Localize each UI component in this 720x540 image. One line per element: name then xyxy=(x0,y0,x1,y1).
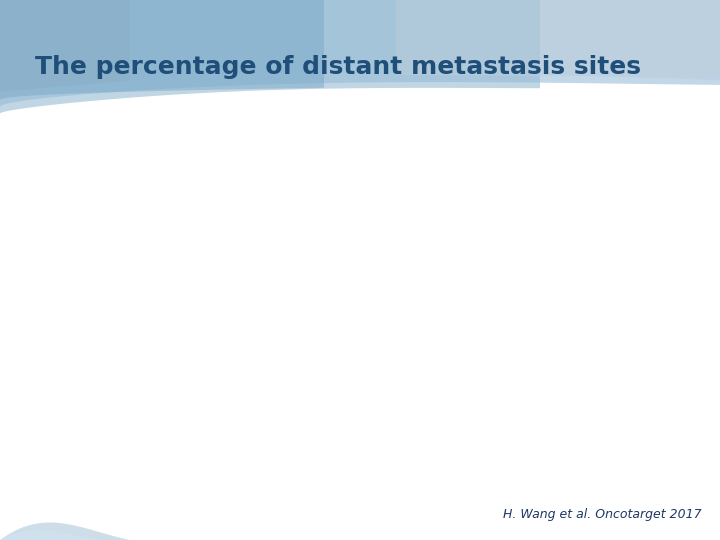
Text: The percentage of distant metastasis sites: The percentage of distant metastasis sit… xyxy=(35,55,642,79)
Polygon shape xyxy=(396,0,720,77)
Polygon shape xyxy=(0,523,202,540)
Text: H. Wang et al. Oncotarget 2017: H. Wang et al. Oncotarget 2017 xyxy=(503,508,702,521)
Polygon shape xyxy=(0,0,720,80)
Polygon shape xyxy=(0,530,158,540)
Polygon shape xyxy=(0,0,324,100)
Polygon shape xyxy=(0,0,130,92)
Polygon shape xyxy=(0,0,540,113)
Polygon shape xyxy=(0,0,720,107)
